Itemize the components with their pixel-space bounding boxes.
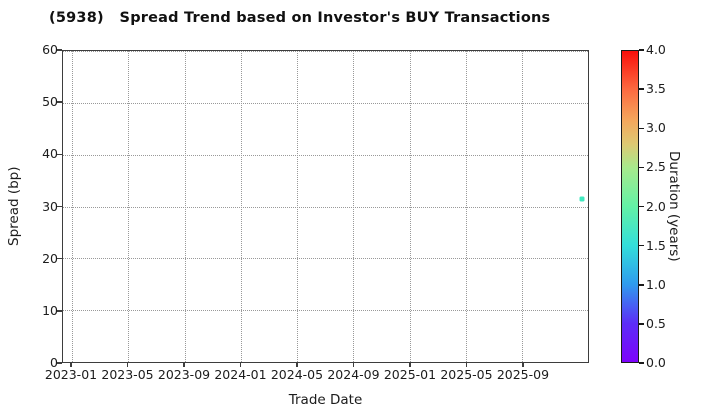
colorbar-tick-mark: [639, 284, 644, 286]
colorbar-tick-label: 0.0: [646, 355, 666, 370]
x-tick-mark: [522, 363, 524, 367]
h-gridline: [63, 310, 588, 312]
data-point: [579, 196, 585, 202]
x-tick-label: 2023-05: [101, 367, 154, 382]
x-tick-mark: [70, 363, 72, 367]
x-tick-mark: [409, 363, 411, 367]
x-tick-label: 2024-01: [214, 367, 267, 382]
y-tick-label: 20: [42, 250, 58, 266]
x-tick-mark: [465, 363, 468, 367]
x-tick-label: 2025-05: [440, 367, 493, 382]
h-gridline: [63, 51, 588, 52]
colorbar-tick-label: 1.5: [646, 237, 666, 253]
x-tick-mark: [239, 363, 242, 367]
y-tick-label: 40: [42, 146, 58, 162]
y-tick-label: 10: [42, 302, 58, 318]
x-axis-label: Trade Date: [288, 392, 363, 408]
y-tick-mark: [57, 49, 62, 51]
y-tick-mark: [57, 205, 62, 208]
y-tick-mark: [57, 362, 62, 364]
x-tick-mark: [183, 363, 185, 367]
h-gridline: [63, 258, 588, 260]
colorbar-tick-mark: [639, 323, 644, 325]
x-tick-label: 2025-01: [383, 367, 437, 382]
x-tick-label: 2024-05: [270, 367, 324, 382]
x-tick-label: 2025-09: [496, 367, 550, 382]
x-tick-mark: [352, 363, 355, 367]
colorbar-tick-label: 2.0: [646, 198, 666, 214]
colorbar-label: Duration (years): [666, 151, 682, 262]
chart-title: (5938) Spread Trend based on Investor's …: [49, 10, 551, 26]
y-tick-mark: [57, 101, 62, 103]
colorbar-tick-mark: [639, 166, 644, 169]
y-tick-label: 50: [42, 94, 58, 110]
colorbar-tick-label: 1.0: [646, 276, 666, 292]
y-tick-label: 30: [42, 198, 58, 214]
x-tick-label: 2024-09: [327, 367, 380, 382]
x-tick-mark: [126, 363, 129, 367]
colorbar-tick-label: 3.5: [646, 81, 666, 97]
colorbar-tick-label: 3.0: [646, 120, 666, 136]
y-tick-label: 60: [42, 42, 58, 57]
y-tick-mark: [57, 310, 62, 312]
x-tick-label: 2023-09: [157, 367, 211, 382]
y-tick-mark: [57, 153, 62, 156]
colorbar-tick-mark: [639, 127, 644, 129]
x-tick-mark: [296, 363, 298, 367]
colorbar-tick-label: 0.5: [646, 315, 666, 331]
h-gridline: [63, 154, 588, 156]
h-gridline: [63, 102, 588, 104]
y-tick-label: 0: [50, 355, 58, 370]
x-tick-label: 2023-01: [44, 367, 98, 382]
colorbar-tick-label: 2.5: [646, 159, 666, 175]
h-gridline: [63, 206, 588, 208]
colorbar-tick-mark: [639, 244, 644, 247]
colorbar: [621, 50, 639, 363]
plot-area: [62, 50, 589, 363]
colorbar-tick-mark: [639, 88, 644, 90]
colorbar-tick-mark: [639, 362, 644, 364]
y-tick-mark: [57, 257, 62, 260]
colorbar-tick-label: 4.0: [646, 42, 666, 57]
colorbar-tick-mark: [639, 205, 644, 208]
colorbar-tick-mark: [639, 49, 644, 51]
